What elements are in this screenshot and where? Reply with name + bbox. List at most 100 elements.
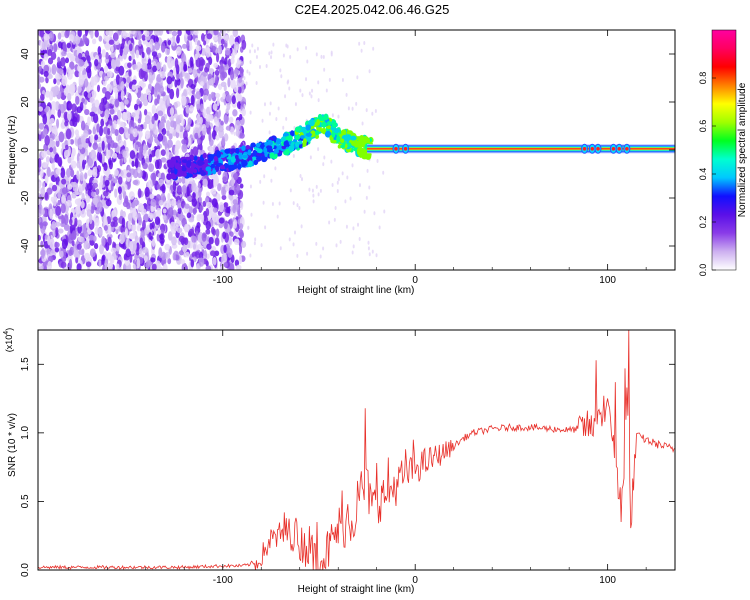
signal-cell	[170, 169, 175, 174]
spectrogram-cell	[94, 30, 99, 38]
spectrogram-cell	[199, 81, 205, 87]
spectrogram-cell	[236, 94, 243, 102]
spectrogram-cell	[43, 70, 49, 77]
spectrogram-cell	[203, 88, 209, 97]
signal-cell	[237, 153, 244, 160]
spectrogram-speck	[245, 81, 248, 86]
spectrogram-cell	[114, 128, 119, 137]
spectrogram-cell	[71, 103, 77, 113]
spectrogram-cell	[113, 79, 117, 87]
spectrogram-cell	[113, 32, 119, 42]
spectrogram-cell	[38, 122, 45, 130]
carrier-blob-core	[611, 147, 616, 151]
spectrogram-cell	[149, 222, 153, 230]
spectrogram-speck	[280, 74, 283, 79]
spectrogram-cell	[189, 104, 195, 112]
spectrogram-cell	[71, 240, 75, 247]
snr-plot-area	[38, 330, 675, 570]
spectrogram-cell	[107, 262, 114, 270]
spectrogram-cell	[241, 108, 246, 117]
spectrogram-cell	[114, 188, 118, 198]
spectrogram-cell	[233, 84, 239, 93]
spectrogram-cell	[116, 118, 121, 125]
x-tick-label: 100	[599, 275, 616, 286]
spectrogram-speck	[253, 49, 256, 54]
spectrogram-cell	[129, 233, 135, 240]
spectrogram-cell	[164, 251, 171, 260]
spectrogram-cell	[145, 88, 151, 95]
spectrogram-cell	[38, 65, 43, 72]
signal-cell	[181, 159, 188, 164]
signal-cell	[295, 141, 300, 148]
spectrogram-cell	[177, 207, 182, 215]
spectrogram-cell	[108, 157, 112, 166]
signal-cell	[250, 142, 256, 148]
signal-cell	[216, 150, 222, 158]
spectrogram-cell	[109, 120, 113, 126]
spectrogram-speck	[277, 106, 280, 111]
y-tick-label: 1.5	[20, 357, 31, 371]
spectrogram-cell	[235, 129, 240, 137]
spectrogram-cell	[175, 131, 180, 139]
spectrogram-cell	[151, 51, 158, 57]
spectrogram-cell	[228, 189, 235, 196]
spectrogram-cell	[147, 58, 152, 66]
spectrogram-speck	[235, 46, 238, 51]
spectrogram-cell	[144, 130, 151, 139]
signal-cell	[347, 142, 352, 148]
spectrogram-cell	[55, 205, 62, 217]
spectrogram-cell	[117, 30, 122, 36]
spectrogram-cell	[239, 113, 243, 121]
spectrogram-cell	[106, 135, 113, 144]
spectrogram-cell	[132, 128, 138, 138]
signal-cell	[341, 129, 347, 136]
spectrogram-cell	[160, 149, 166, 156]
snr-scale-prefix: (x10	[4, 335, 14, 353]
spectrogram-cell	[159, 185, 166, 191]
spectrogram-cell	[192, 191, 196, 199]
spectrogram-cell	[132, 263, 137, 270]
signal-cell	[210, 163, 216, 169]
spectrogram-speck	[235, 63, 238, 68]
spectrogram-speck	[352, 244, 355, 249]
spectrogram-cell	[97, 228, 103, 236]
spectrogram-cell	[222, 92, 226, 100]
spectrogram-speck	[263, 174, 266, 179]
spectrogram-speck	[365, 195, 368, 200]
carrier-blob-core	[403, 147, 408, 151]
spectrogram-cell	[124, 258, 130, 266]
spectrogram-cell	[41, 41, 48, 51]
spectrogram-cell	[84, 50, 90, 60]
spectrogram-cell	[83, 130, 89, 138]
spectrogram-speck	[247, 225, 250, 230]
spectrogram-cell	[60, 261, 67, 269]
spectrogram-speck	[368, 69, 371, 74]
spectrogram-speck	[346, 175, 349, 180]
spectrogram-cell	[188, 217, 195, 223]
y-tick-label: 0.5	[20, 494, 31, 508]
snr-series-line	[38, 330, 675, 570]
spectrogram-cell	[51, 108, 56, 116]
spectrogram-speck	[285, 116, 288, 121]
spectrogram-cell	[159, 233, 165, 241]
spectrogram-cell	[123, 48, 129, 55]
spectrogram-speck	[259, 179, 262, 184]
spectrogram-cell	[143, 71, 148, 82]
spectrogram-cell	[90, 191, 96, 197]
signal-cell	[200, 169, 205, 177]
spectrogram-cell	[212, 35, 219, 41]
spectrogram-speck	[349, 196, 352, 201]
spectrogram-cell	[124, 184, 128, 191]
spectrogram-cell	[42, 181, 46, 191]
spectrogram-cell	[223, 64, 230, 71]
spectrogram-cell	[125, 248, 131, 258]
spectrogram-cell	[94, 59, 99, 67]
spectrogram-speck	[294, 230, 297, 235]
spectrogram-cell	[79, 171, 84, 182]
spectrogram-speck	[328, 77, 331, 82]
spectrogram-speck	[336, 180, 339, 185]
spectrogram-cell	[199, 116, 203, 125]
spectrogram-cell	[165, 119, 171, 131]
spectrogram-cell	[61, 178, 67, 185]
signal-cell	[305, 135, 312, 142]
